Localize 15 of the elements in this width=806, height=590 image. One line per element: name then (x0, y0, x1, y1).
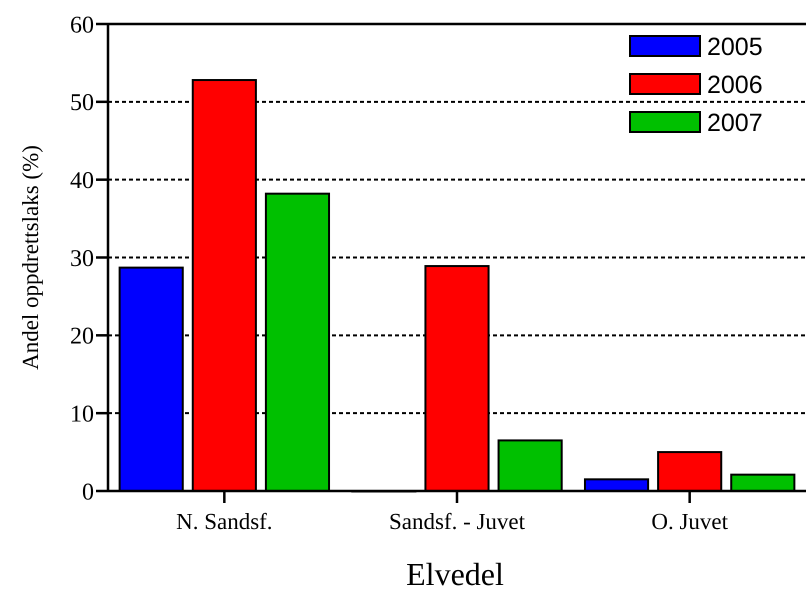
y-axis-title: Andel oppdrettslaks (%) (18, 145, 43, 370)
y-tick-label: 60 (70, 12, 94, 38)
x-axis-title: Elvedel (406, 556, 504, 590)
x-tick-label: Sandsf. - Juvet (388, 509, 526, 534)
y-tick-label: 30 (70, 246, 94, 272)
x-tick-label: N. Sandsf. (176, 509, 273, 534)
x-tick-label: O. Juvet (651, 509, 729, 534)
legend-label: 2006 (707, 71, 763, 99)
y-tick-label: 20 (70, 324, 94, 350)
y-tick-label: 50 (70, 90, 94, 116)
y-tick-label: 0 (82, 479, 94, 506)
y-tick-label: 10 (70, 402, 94, 428)
y-tick-label: 40 (70, 168, 94, 194)
legend-label: 2007 (707, 109, 763, 137)
legend-label: 2005 (707, 33, 763, 61)
